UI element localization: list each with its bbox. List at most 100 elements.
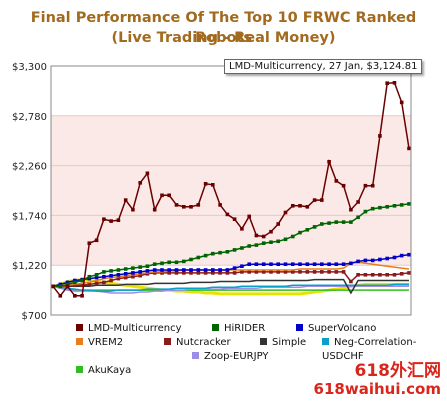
data-point[interactable] — [341, 220, 346, 224]
data-point[interactable] — [80, 294, 84, 298]
data-point[interactable] — [174, 260, 179, 265]
data-point[interactable] — [399, 203, 404, 207]
data-point[interactable] — [370, 183, 375, 188]
data-point[interactable] — [385, 205, 389, 209]
data-point[interactable] — [399, 100, 404, 105]
data-point[interactable] — [327, 270, 331, 274]
data-point[interactable] — [145, 171, 150, 176]
data-point[interactable] — [407, 271, 411, 275]
data-point[interactable] — [305, 228, 310, 232]
data-point[interactable] — [94, 281, 99, 286]
data-point[interactable] — [378, 273, 382, 277]
data-point[interactable] — [152, 271, 157, 275]
data-point[interactable] — [276, 239, 280, 244]
data-point[interactable] — [123, 272, 128, 276]
data-point[interactable] — [269, 262, 273, 266]
data-point[interactable] — [363, 273, 368, 277]
data-point[interactable] — [131, 274, 135, 279]
data-point[interactable] — [65, 284, 70, 289]
data-point[interactable] — [283, 270, 288, 274]
data-point[interactable] — [116, 276, 121, 281]
data-point[interactable] — [102, 280, 106, 285]
data-point[interactable] — [291, 234, 295, 239]
legend-item-hirider[interactable]: HiRIDER — [212, 322, 265, 336]
data-point[interactable] — [385, 256, 389, 261]
data-point[interactable] — [334, 179, 339, 183]
data-point[interactable] — [73, 283, 77, 288]
data-point[interactable] — [203, 271, 208, 275]
data-point[interactable] — [363, 258, 368, 263]
data-point[interactable] — [363, 183, 368, 188]
data-point[interactable] — [407, 146, 411, 151]
series-6[interactable] — [52, 283, 409, 292]
data-point[interactable] — [189, 268, 193, 272]
data-point[interactable] — [291, 270, 295, 274]
data-point[interactable] — [334, 262, 339, 266]
legend-item-nutcracker[interactable]: Nutcracker — [164, 336, 231, 350]
data-point[interactable] — [73, 278, 77, 283]
data-point[interactable] — [167, 268, 171, 272]
data-point[interactable] — [87, 282, 92, 287]
series-5[interactable] — [53, 278, 409, 295]
data-point[interactable] — [152, 262, 157, 266]
data-point[interactable] — [254, 270, 259, 274]
series-4[interactable] — [51, 270, 411, 289]
data-point[interactable] — [203, 182, 208, 186]
data-point[interactable] — [305, 262, 310, 266]
data-point[interactable] — [261, 262, 266, 266]
series-1[interactable] — [51, 202, 411, 289]
data-point[interactable] — [363, 209, 368, 214]
data-point[interactable] — [283, 210, 288, 215]
data-point[interactable] — [254, 243, 259, 247]
data-point[interactable] — [94, 238, 99, 243]
data-point[interactable] — [370, 206, 375, 211]
data-point[interactable] — [65, 280, 70, 285]
data-point[interactable] — [261, 234, 266, 239]
data-point[interactable] — [240, 227, 244, 231]
data-point[interactable] — [261, 270, 266, 274]
series-7[interactable] — [52, 285, 409, 294]
data-point[interactable] — [211, 251, 215, 256]
data-point[interactable] — [341, 262, 346, 266]
data-point[interactable] — [232, 271, 237, 275]
data-point[interactable] — [312, 198, 317, 202]
data-point[interactable] — [131, 207, 135, 212]
data-point[interactable] — [298, 204, 302, 208]
data-point[interactable] — [320, 198, 324, 202]
data-point[interactable] — [65, 282, 70, 287]
data-point[interactable] — [327, 160, 331, 164]
data-point[interactable] — [392, 204, 397, 208]
series-2[interactable] — [51, 252, 411, 289]
data-point[interactable] — [356, 200, 360, 204]
data-point[interactable] — [182, 271, 186, 275]
data-point[interactable] — [298, 262, 302, 266]
data-point[interactable] — [196, 203, 201, 207]
data-point[interactable] — [116, 218, 121, 222]
data-point[interactable] — [254, 262, 259, 266]
data-point[interactable] — [131, 266, 135, 270]
data-point[interactable] — [327, 262, 331, 266]
data-point[interactable] — [291, 262, 295, 266]
data-point[interactable] — [87, 274, 92, 279]
data-point[interactable] — [399, 272, 404, 276]
data-point[interactable] — [247, 270, 251, 274]
data-point[interactable] — [58, 282, 63, 287]
data-point[interactable] — [211, 183, 215, 187]
data-point[interactable] — [240, 264, 244, 268]
data-point[interactable] — [174, 268, 179, 272]
data-point[interactable] — [123, 198, 128, 202]
data-point[interactable] — [73, 280, 77, 285]
data-point[interactable] — [399, 253, 404, 258]
legend-item-lmd-multicurrency[interactable]: LMD-Multicurrency — [76, 322, 182, 336]
legend-item-supervolcano[interactable]: SuperVolcano — [296, 322, 376, 336]
data-point[interactable] — [138, 273, 142, 278]
data-point[interactable] — [218, 268, 222, 272]
legend-item-simple[interactable]: Simple — [260, 336, 306, 350]
data-point[interactable] — [196, 268, 201, 272]
data-point[interactable] — [196, 271, 201, 275]
data-point[interactable] — [145, 269, 150, 273]
data-point[interactable] — [225, 271, 230, 275]
data-point[interactable] — [232, 217, 237, 221]
data-point[interactable] — [182, 205, 186, 209]
